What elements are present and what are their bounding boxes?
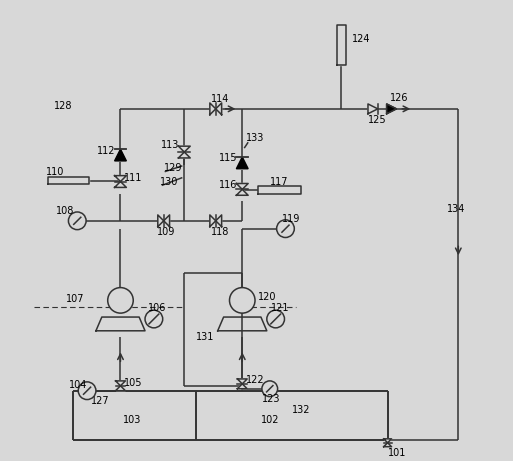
Polygon shape xyxy=(218,317,267,331)
Polygon shape xyxy=(384,439,391,443)
Text: 115: 115 xyxy=(219,153,237,163)
Polygon shape xyxy=(368,104,378,114)
Polygon shape xyxy=(384,443,391,447)
Text: 111: 111 xyxy=(125,172,143,183)
Text: 121: 121 xyxy=(271,303,289,313)
Polygon shape xyxy=(258,186,301,194)
Text: 107: 107 xyxy=(66,295,84,304)
Text: 102: 102 xyxy=(261,415,279,425)
Polygon shape xyxy=(210,215,216,227)
Text: 120: 120 xyxy=(258,292,277,302)
Text: 130: 130 xyxy=(160,177,178,187)
Text: 116: 116 xyxy=(219,180,237,190)
Polygon shape xyxy=(96,317,145,331)
Text: 123: 123 xyxy=(262,394,281,403)
Circle shape xyxy=(277,220,294,237)
Text: 108: 108 xyxy=(55,206,74,216)
Polygon shape xyxy=(115,386,125,391)
Polygon shape xyxy=(238,384,247,389)
Text: 110: 110 xyxy=(46,167,64,177)
Polygon shape xyxy=(158,215,164,227)
Text: 122: 122 xyxy=(246,375,265,385)
Text: 131: 131 xyxy=(196,332,214,342)
Polygon shape xyxy=(236,157,248,169)
Polygon shape xyxy=(115,381,125,386)
Text: 109: 109 xyxy=(157,227,175,236)
Polygon shape xyxy=(114,149,126,161)
Text: 132: 132 xyxy=(292,405,311,415)
Circle shape xyxy=(262,381,278,396)
Text: 127: 127 xyxy=(91,396,110,406)
Text: 119: 119 xyxy=(282,214,300,224)
Text: 125: 125 xyxy=(368,115,387,124)
Text: 118: 118 xyxy=(211,227,229,236)
Polygon shape xyxy=(114,176,126,182)
Polygon shape xyxy=(337,25,346,65)
Text: 101: 101 xyxy=(388,448,406,458)
Circle shape xyxy=(145,310,163,328)
Text: 113: 113 xyxy=(161,140,179,150)
Polygon shape xyxy=(164,215,170,227)
Circle shape xyxy=(229,288,255,313)
Text: 126: 126 xyxy=(389,93,408,103)
Polygon shape xyxy=(236,183,248,189)
Polygon shape xyxy=(216,103,222,115)
Text: 103: 103 xyxy=(123,415,142,425)
Polygon shape xyxy=(236,189,248,195)
Text: 112: 112 xyxy=(97,146,115,156)
Circle shape xyxy=(108,288,133,313)
Text: 114: 114 xyxy=(211,94,229,104)
Text: 117: 117 xyxy=(270,177,288,187)
Circle shape xyxy=(267,310,285,328)
Text: 129: 129 xyxy=(164,163,182,173)
Text: 133: 133 xyxy=(246,133,265,143)
Polygon shape xyxy=(387,104,397,114)
Polygon shape xyxy=(114,182,126,188)
Polygon shape xyxy=(210,103,216,115)
Polygon shape xyxy=(179,146,190,152)
Circle shape xyxy=(78,382,96,400)
Text: 106: 106 xyxy=(148,303,166,313)
Polygon shape xyxy=(216,215,222,227)
Polygon shape xyxy=(238,379,247,384)
Polygon shape xyxy=(48,177,89,184)
Text: 124: 124 xyxy=(352,34,371,44)
Text: 128: 128 xyxy=(54,101,72,111)
Text: 105: 105 xyxy=(125,378,143,388)
Text: 134: 134 xyxy=(446,204,465,214)
Circle shape xyxy=(68,212,86,230)
Polygon shape xyxy=(179,152,190,158)
Text: 104: 104 xyxy=(69,380,88,390)
